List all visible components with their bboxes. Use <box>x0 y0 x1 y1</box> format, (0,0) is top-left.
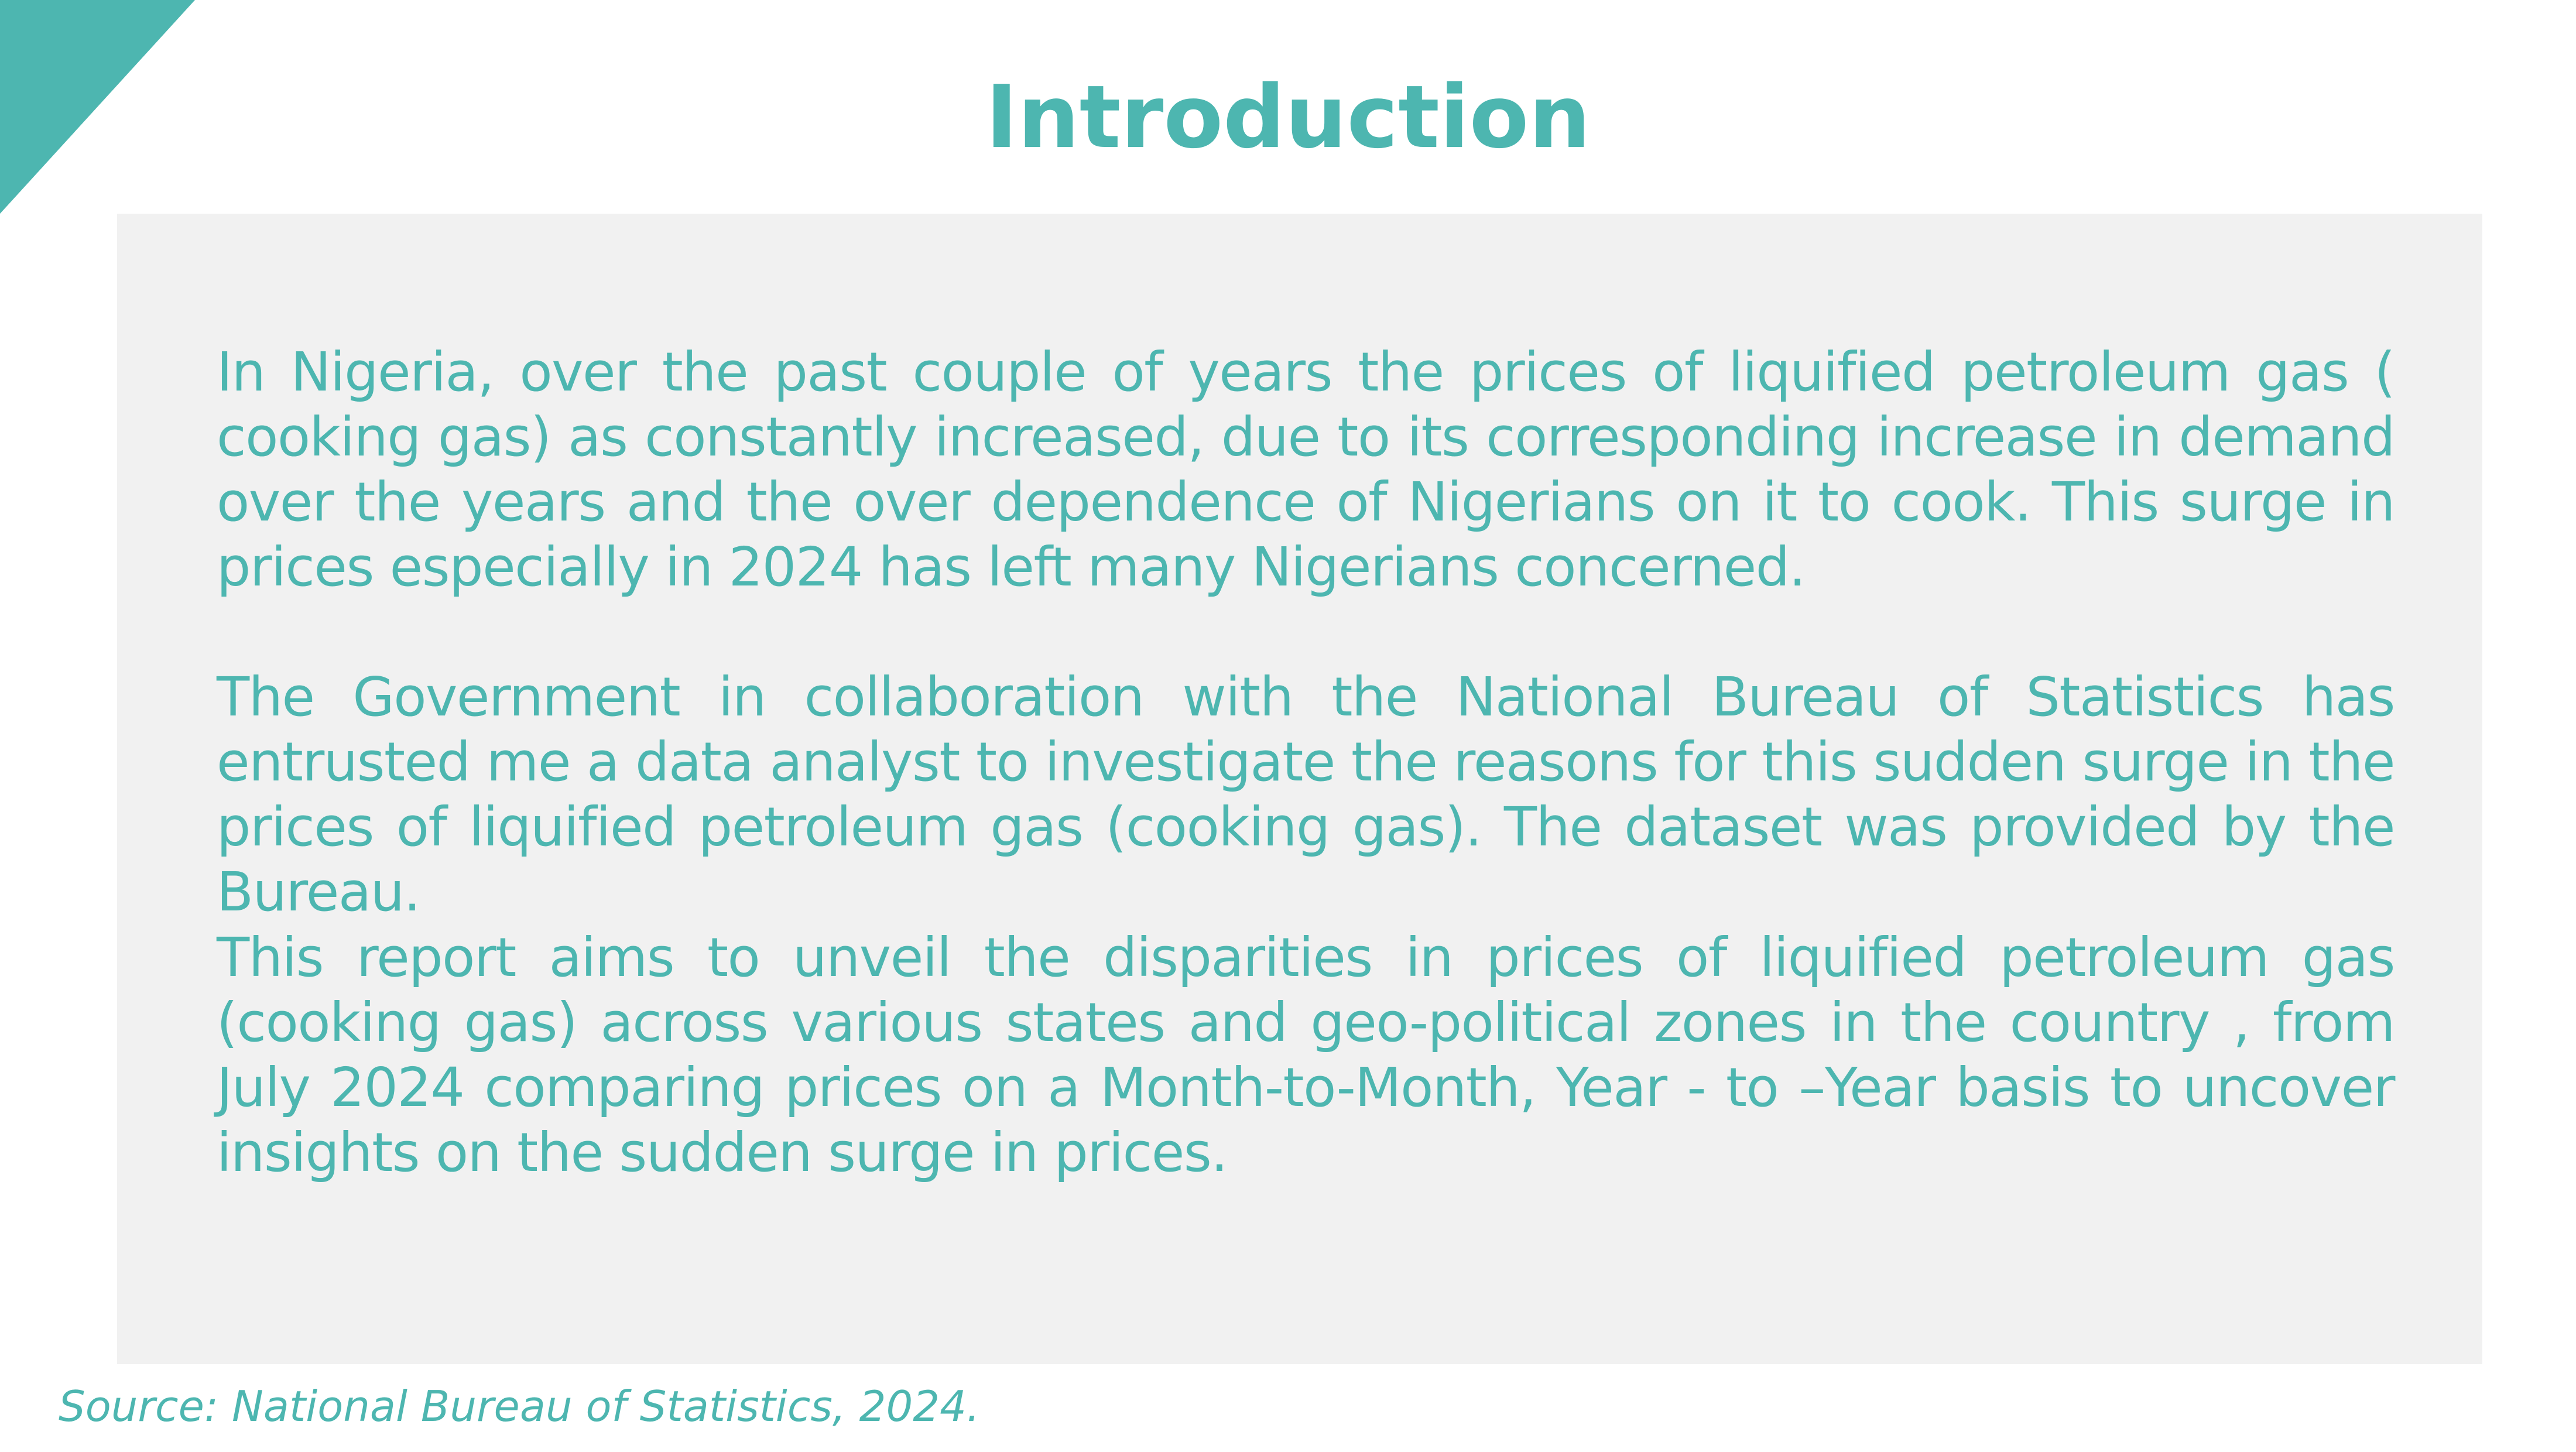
intro-paragraph-3: This report aims to unveil the dispariti… <box>217 926 2396 1184</box>
content-panel: In Nigeria, over the past couple of year… <box>117 214 2482 1364</box>
corner-accent-triangle <box>0 0 195 214</box>
intro-paragraph-1: In Nigeria, over the past couple of year… <box>217 341 2396 598</box>
slide-title: Introduction <box>985 67 1591 167</box>
source-citation: Source: National Bureau of Statistics, 2… <box>59 1382 980 1431</box>
intro-paragraph-2: The Government in collaboration with the… <box>217 666 2396 923</box>
